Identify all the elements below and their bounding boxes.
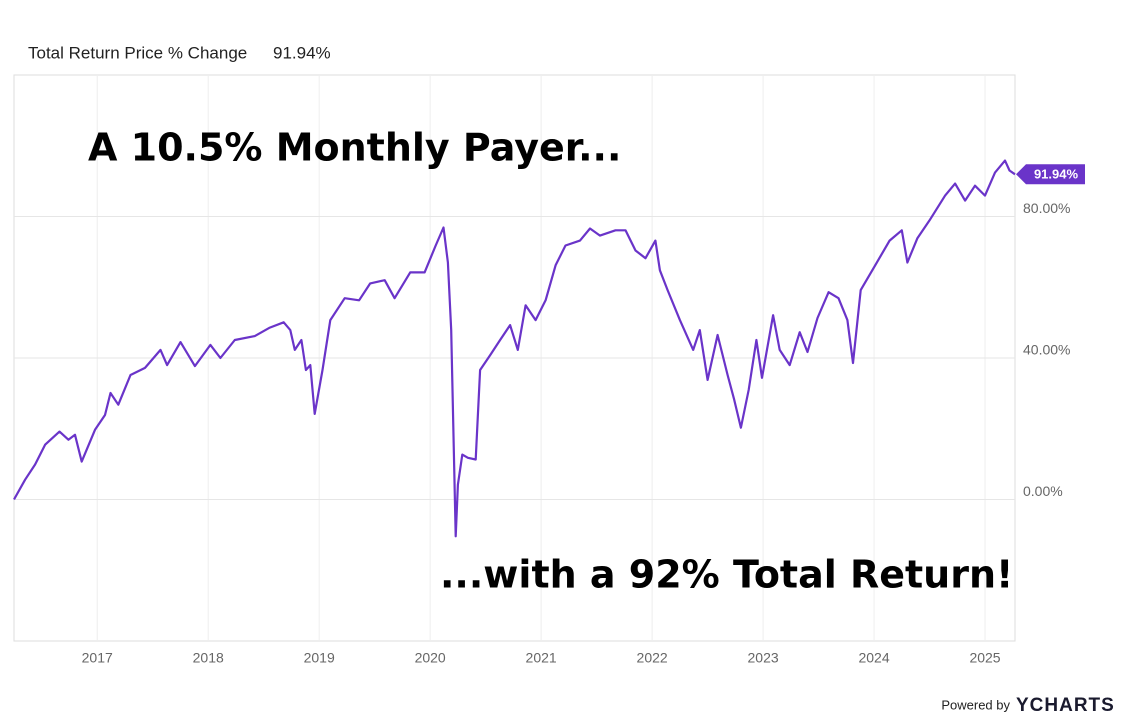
annotation: ...with a 92% Total Return! — [440, 553, 1013, 597]
footer-powered: Powered by — [941, 697, 1010, 712]
x-tick-label: 2019 — [304, 650, 335, 666]
y-tick-label: 40.00% — [1023, 342, 1070, 358]
footer-brand: YCHARTS — [1016, 695, 1115, 716]
header-value: 91.94% — [273, 43, 331, 62]
x-tick-label: 2024 — [858, 650, 889, 666]
annotation: A 10.5% Monthly Payer... — [88, 126, 621, 170]
x-tick-label: 2018 — [193, 650, 224, 666]
y-tick-label: 0.00% — [1023, 483, 1063, 499]
x-tick-label: 2020 — [415, 650, 446, 666]
x-tick-label: 2023 — [748, 650, 779, 666]
x-tick-label: 2017 — [82, 650, 113, 666]
line — [13, 159, 1016, 538]
last-value-flag — [1016, 164, 1085, 185]
y-tick-label: 80.00% — [1023, 200, 1070, 216]
x-tick-label: 2021 — [526, 650, 557, 666]
x-tick-label: 2022 — [637, 650, 668, 666]
plot: 2017 2018 2019 2020 2021 2022 2023 2024 2025 0.00… — [13, 75, 1085, 666]
last-value-label: 91.94% — [1034, 167, 1079, 182]
header-title: Total Return Price % Change — [28, 43, 247, 62]
x-tick-label: 2025 — [969, 650, 1000, 666]
